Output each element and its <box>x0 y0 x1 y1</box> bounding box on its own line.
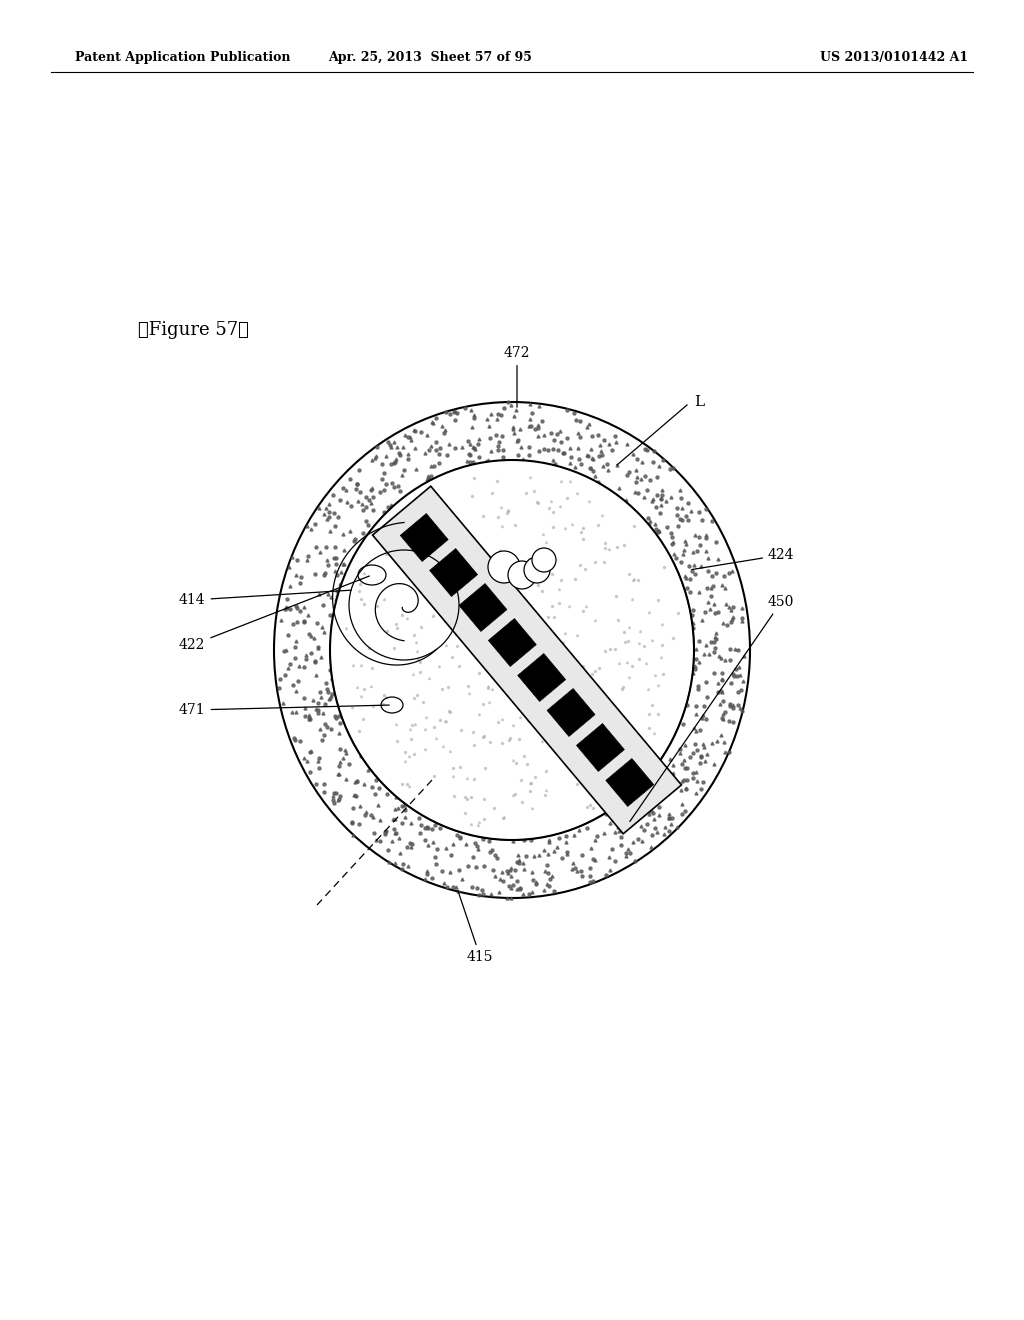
Text: 472: 472 <box>504 346 530 408</box>
Text: 424: 424 <box>692 548 795 569</box>
Polygon shape <box>430 549 477 597</box>
Polygon shape <box>606 759 653 807</box>
Polygon shape <box>518 653 565 701</box>
Text: US 2013/0101442 A1: US 2013/0101442 A1 <box>820 51 968 65</box>
Text: 「Figure 57」: 「Figure 57」 <box>138 321 249 339</box>
Text: Apr. 25, 2013  Sheet 57 of 95: Apr. 25, 2013 Sheet 57 of 95 <box>328 51 531 65</box>
Text: 422: 422 <box>179 576 370 652</box>
Ellipse shape <box>274 403 750 898</box>
Polygon shape <box>547 689 595 737</box>
Polygon shape <box>459 583 507 631</box>
Text: L: L <box>694 395 705 409</box>
Polygon shape <box>577 723 625 771</box>
Polygon shape <box>373 486 681 834</box>
Text: Patent Application Publication: Patent Application Publication <box>75 51 291 65</box>
Text: 414: 414 <box>179 590 351 607</box>
Circle shape <box>524 557 550 583</box>
Polygon shape <box>400 513 449 561</box>
Circle shape <box>532 548 556 572</box>
Text: 450: 450 <box>630 595 795 821</box>
Text: 471: 471 <box>179 704 389 717</box>
Circle shape <box>488 550 520 583</box>
Polygon shape <box>488 619 537 667</box>
Text: 415: 415 <box>458 891 494 964</box>
Circle shape <box>508 561 536 589</box>
Ellipse shape <box>330 459 694 840</box>
